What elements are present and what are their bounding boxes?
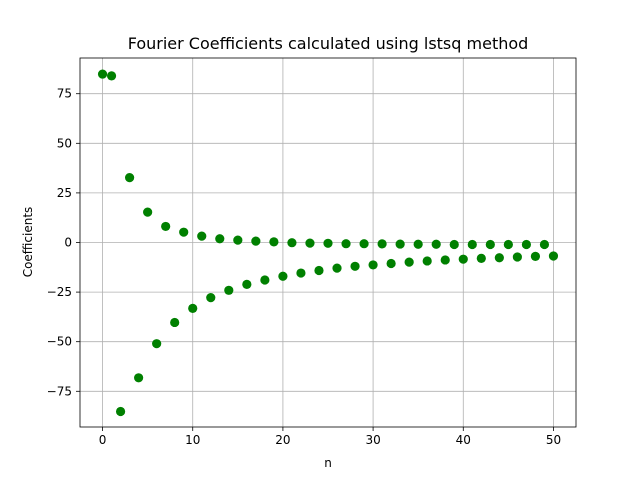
plot-area: 0 10 20 30 40 50 −75 −50 −25 0 25 50 75: [47, 57, 577, 447]
x-tick-label: 0: [99, 433, 107, 447]
data-point: [368, 260, 378, 270]
data-point: [251, 236, 261, 246]
data-point: [206, 293, 216, 303]
data-point: [521, 239, 532, 250]
y-tick-label: 0: [64, 236, 72, 250]
data-point: [296, 268, 306, 278]
data-point: [152, 339, 162, 349]
data-point: [359, 239, 369, 249]
data-point: [503, 239, 513, 250]
data-point: [404, 257, 414, 267]
data-point: [115, 406, 126, 417]
data-point: [134, 373, 144, 383]
data-point: [260, 275, 270, 285]
x-tick-label: 20: [275, 433, 290, 447]
x-tick-label: 50: [546, 433, 561, 447]
data-point: [197, 231, 207, 241]
data-point: [179, 227, 189, 237]
y-axis-label: Coefficients: [21, 207, 35, 278]
data-point: [269, 237, 279, 247]
data-point: [350, 261, 360, 271]
x-axis-label: n: [324, 456, 332, 470]
data-point: [458, 254, 468, 264]
data-point: [440, 255, 450, 265]
data-point: [485, 239, 495, 250]
data-point: [125, 173, 135, 183]
data-point: [431, 239, 441, 249]
x-tick-label: 40: [456, 433, 471, 447]
x-tick-label: 30: [365, 433, 380, 447]
data-point: [512, 252, 522, 262]
data-point: [341, 239, 351, 249]
data-point: [386, 258, 396, 269]
data-point: [530, 251, 541, 261]
data-point: [305, 238, 315, 248]
data-point: [97, 69, 108, 79]
data-point: [314, 265, 324, 276]
data-point: [106, 71, 117, 81]
data-point: [422, 256, 432, 266]
data-point: [548, 251, 559, 261]
y-tick-label: 75: [57, 87, 72, 101]
data-point: [242, 279, 252, 289]
data-point: [170, 317, 180, 328]
data-point: [395, 239, 405, 249]
data-point: [233, 235, 243, 245]
data-point: [224, 285, 234, 295]
data-point: [467, 239, 477, 250]
data-point: [215, 234, 225, 244]
data-point: [539, 239, 550, 250]
x-tick-label: 10: [185, 433, 200, 447]
data-point: [287, 238, 297, 248]
y-tick-label: −75: [47, 384, 72, 398]
data-point: [449, 239, 459, 250]
y-tick-label: 25: [57, 186, 72, 200]
data-point: [161, 221, 171, 232]
data-point: [188, 303, 198, 313]
y-tick-label: −50: [47, 335, 72, 349]
data-point: [332, 263, 342, 273]
data-point: [377, 239, 387, 249]
data-point: [323, 238, 333, 248]
chart-title: Fourier Coefficients calculated using ls…: [128, 34, 529, 53]
y-tick-label: −25: [47, 285, 72, 299]
data-point: [413, 239, 423, 249]
data-point: [143, 207, 153, 217]
y-tick-label: 50: [57, 136, 72, 150]
data-point: [494, 253, 504, 263]
data-point: [278, 271, 288, 281]
data-point: [476, 253, 486, 263]
